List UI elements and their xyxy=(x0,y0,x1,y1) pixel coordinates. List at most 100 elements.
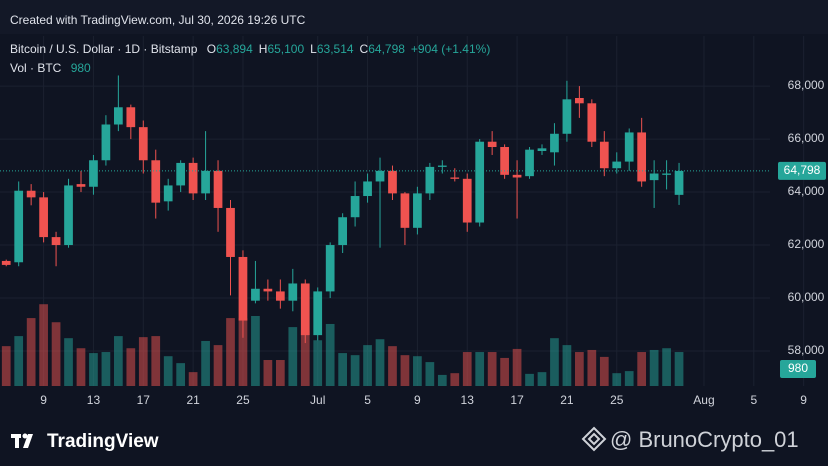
candle-body xyxy=(138,127,148,161)
candle-body xyxy=(64,185,73,246)
candle-body xyxy=(512,174,522,178)
volume-bar xyxy=(14,336,24,386)
last-volume-badge xyxy=(780,360,816,379)
volume-bar xyxy=(213,345,223,386)
candle-body xyxy=(101,124,111,161)
candle-body xyxy=(151,160,161,203)
y-tick-label: 60,000 xyxy=(788,290,825,304)
volume-bar xyxy=(674,352,684,386)
last-price-label: 64,798 xyxy=(784,163,821,177)
candle-body xyxy=(388,170,397,194)
volume-bar xyxy=(437,374,447,386)
ohlc-key: H xyxy=(258,42,268,56)
candle-body xyxy=(599,141,609,169)
volume-bar xyxy=(537,372,547,386)
candle-body xyxy=(188,162,198,194)
volume-bar xyxy=(562,345,572,386)
volume-label: Vol · BTC xyxy=(10,61,62,75)
ohlc-key: L xyxy=(310,42,317,56)
watermark: @ BrunoCrypto_01 xyxy=(610,427,799,452)
volume-bar xyxy=(300,330,310,386)
candle-body xyxy=(114,107,123,125)
candle-body xyxy=(176,162,186,186)
symbol-legend: Bitcoin / U.S. Dollar · 1D · Bitstamp O6… xyxy=(10,42,490,56)
candle-body xyxy=(51,237,61,246)
candle-body xyxy=(288,283,298,301)
volume-bar xyxy=(338,353,347,386)
volume-bar xyxy=(64,338,73,386)
candle-body xyxy=(462,178,472,223)
volume-bar xyxy=(101,352,111,386)
brand-logo xyxy=(11,433,33,448)
volume-bar xyxy=(89,353,98,386)
volume-bar xyxy=(288,327,298,386)
candle-body xyxy=(662,173,671,175)
volume-bar xyxy=(587,349,597,386)
x-tick-label: 25 xyxy=(236,393,250,407)
volume-bar xyxy=(388,346,397,386)
candle-body xyxy=(338,217,347,246)
volume-bar xyxy=(575,352,584,386)
ohlc-value: 65,100 xyxy=(267,42,305,56)
ohlc-value: 64,798 xyxy=(368,42,405,56)
created-note: Created with TradingView.com, Jul 30, 20… xyxy=(10,13,306,27)
ohlc-key: C xyxy=(359,42,369,56)
volume-bar xyxy=(624,371,634,386)
candle-body xyxy=(612,161,622,169)
x-tick-label: Jul xyxy=(310,393,325,407)
volume-bar xyxy=(350,355,360,386)
candle-body xyxy=(89,160,98,187)
volume-bar xyxy=(138,337,148,386)
candle-body xyxy=(575,97,584,104)
x-tick-label: Aug xyxy=(693,393,714,407)
y-tick-label: 58,000 xyxy=(788,343,825,357)
last-price-badge xyxy=(778,161,826,180)
candle-body xyxy=(487,141,497,148)
volume-bar xyxy=(413,356,422,386)
volume-bar xyxy=(462,352,472,386)
candle-body xyxy=(450,177,460,179)
volume-bar xyxy=(151,336,161,386)
volume-bar xyxy=(662,348,671,386)
top-bar xyxy=(0,0,828,34)
volume-bar xyxy=(114,336,123,386)
volume-bar xyxy=(363,345,372,386)
candle-body xyxy=(163,185,173,202)
candle-body xyxy=(550,133,559,153)
candle-body xyxy=(500,147,509,175)
volume-bar xyxy=(238,318,248,386)
brand-name: TradingView xyxy=(47,431,159,452)
volume-bar xyxy=(512,348,522,386)
candle-body xyxy=(263,288,273,292)
volume-bar xyxy=(275,360,285,386)
candle-body xyxy=(375,170,385,182)
volume-bar xyxy=(325,323,335,386)
candle-body xyxy=(562,99,572,134)
x-tick-label: 9 xyxy=(40,393,47,407)
volume-bar xyxy=(450,373,460,386)
candle-body xyxy=(537,148,547,151)
candle-body xyxy=(1,260,11,265)
volume-bar xyxy=(163,356,173,386)
candle-body xyxy=(76,184,86,187)
volume-bar xyxy=(26,318,36,386)
volume-legend: Vol · BTC 980 xyxy=(10,61,91,75)
volume-bar xyxy=(475,352,485,386)
candle-body xyxy=(363,181,372,197)
x-tick-label: 13 xyxy=(87,393,101,407)
volume-bar xyxy=(251,316,260,386)
candle-body xyxy=(14,190,24,263)
x-tick-label: 21 xyxy=(560,393,574,407)
x-tick-label: 5 xyxy=(750,393,757,407)
x-tick-label: 13 xyxy=(461,393,475,407)
candle-body xyxy=(325,245,335,292)
candle-body xyxy=(350,196,360,218)
volume-bar xyxy=(313,340,323,386)
volume-bar xyxy=(39,304,48,386)
candle-body xyxy=(674,170,684,195)
candle-body xyxy=(475,141,485,223)
candle-body xyxy=(126,107,136,128)
candle-body xyxy=(275,291,285,301)
volume-bar xyxy=(599,356,609,386)
volume-bar xyxy=(612,373,622,386)
